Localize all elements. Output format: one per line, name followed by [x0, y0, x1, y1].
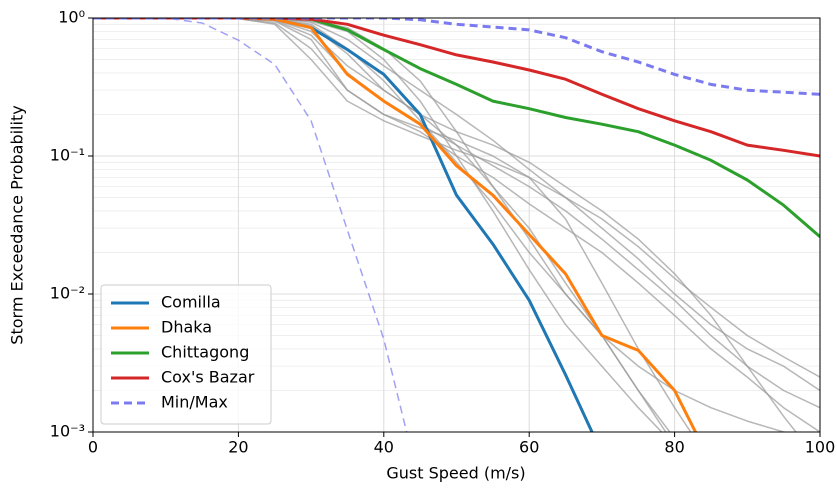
- legend-label: Chittagong: [161, 343, 249, 362]
- series-line: [93, 18, 698, 432]
- series-line: [93, 18, 820, 409]
- legend-label: Comilla: [161, 293, 221, 312]
- series-line: [93, 18, 692, 432]
- x-tick-label: 40: [374, 438, 394, 457]
- x-tick-label: 80: [664, 438, 684, 457]
- series-line: [93, 18, 594, 432]
- series-line: [93, 18, 663, 432]
- x-tick-label: 0: [88, 438, 98, 457]
- lines-layer: [93, 18, 820, 432]
- x-axis-label: Gust Speed (m/s): [386, 464, 525, 483]
- x-tick-label: 60: [519, 438, 539, 457]
- y-axis-label: Storm Exceedance Probability: [8, 105, 27, 344]
- series-line: [93, 18, 408, 432]
- x-tick-label: 20: [228, 438, 248, 457]
- legend-label: Min/Max: [161, 393, 228, 412]
- legend-box: [100, 284, 272, 425]
- series-line: [93, 18, 820, 392]
- y-tick-label: 10⁰: [58, 8, 85, 27]
- legend-label: Cox's Bazar: [161, 368, 255, 387]
- series-line: [93, 18, 788, 432]
- x-tick-label: 100: [805, 438, 836, 457]
- series-line: [93, 18, 820, 158]
- y-tick-label: 10⁻²: [50, 284, 85, 303]
- series-line: [93, 18, 820, 96]
- y-tick-label: 10⁻¹: [50, 146, 85, 165]
- series-line: [93, 18, 820, 238]
- series-line: [93, 18, 797, 432]
- plot-frame: [92, 17, 821, 433]
- y-tick-label: 10⁻³: [50, 422, 85, 441]
- legend-label: Dhaka: [161, 318, 212, 337]
